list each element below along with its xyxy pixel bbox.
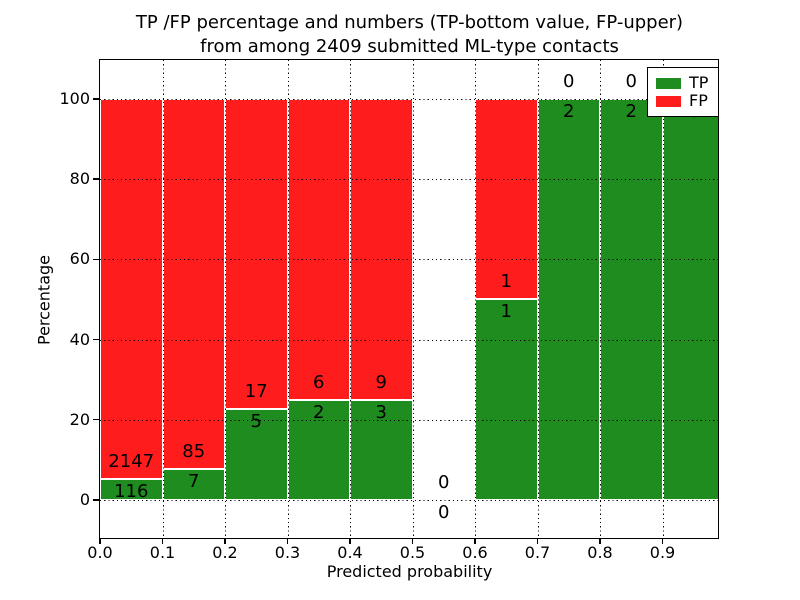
fp-bar-segment bbox=[162, 98, 225, 470]
vertical-gridline bbox=[350, 60, 351, 538]
y-tick-mark bbox=[93, 338, 99, 341]
horizontal-gridline bbox=[100, 98, 718, 100]
fp-value-label: 0 bbox=[438, 471, 450, 493]
x-tick-label: 0.8 bbox=[587, 543, 613, 562]
y-tick-label: 20 bbox=[69, 409, 90, 429]
fp-value-label: 6 bbox=[313, 371, 325, 393]
y-tick-label: 100 bbox=[59, 88, 90, 108]
x-tick-label: 0.3 bbox=[274, 543, 301, 562]
vertical-gridline bbox=[475, 60, 476, 538]
x-tick-mark bbox=[661, 539, 664, 544]
tp-bar-segment bbox=[225, 408, 288, 500]
x-tick-mark bbox=[474, 539, 476, 544]
tp-bar-segment bbox=[537, 98, 600, 500]
legend-tp-swatch bbox=[656, 77, 681, 89]
y-tick-label: 80 bbox=[69, 169, 90, 189]
tp-bar-segment bbox=[600, 98, 663, 500]
tp-bar-segment bbox=[475, 299, 538, 500]
vertical-gridline bbox=[225, 60, 226, 538]
x-tick-label: 0.0 bbox=[87, 543, 113, 562]
y-tick-mark bbox=[93, 499, 99, 501]
y-tick-label: 60 bbox=[69, 249, 90, 269]
horizontal-gridline bbox=[100, 259, 718, 261]
vertical-gridline bbox=[662, 60, 664, 538]
fp-value-label: 85 bbox=[182, 441, 206, 463]
legend-tp-label: TP bbox=[689, 73, 709, 92]
vertical-gridline bbox=[600, 60, 601, 538]
y-tick-mark bbox=[93, 98, 99, 100]
fp-bar-segment bbox=[350, 98, 413, 400]
x-tick-label: 0.6 bbox=[462, 543, 488, 562]
x-axis-label: Predicted probability bbox=[326, 562, 493, 581]
legend-row-fp: FP bbox=[656, 93, 718, 109]
fp-bar-segment bbox=[287, 98, 350, 400]
vertical-gridline bbox=[287, 60, 289, 538]
y-tick-mark bbox=[93, 258, 99, 261]
fp-value-label: 0 bbox=[563, 70, 575, 92]
x-tick-label: 0.7 bbox=[524, 543, 551, 562]
y-tick-label: 0 bbox=[79, 489, 90, 509]
fp-bar-segment bbox=[225, 98, 288, 409]
x-tick-mark bbox=[99, 539, 101, 544]
x-tick-label: 0.5 bbox=[399, 543, 426, 562]
legend-row-tp: TP bbox=[656, 75, 718, 91]
x-tick-label: 0.4 bbox=[337, 543, 363, 562]
vertical-gridline bbox=[162, 60, 164, 538]
y-tick-mark bbox=[93, 178, 99, 180]
legend-fp-label: FP bbox=[689, 91, 708, 110]
tp-value-label: 7 bbox=[188, 471, 200, 493]
x-tick-mark bbox=[161, 539, 164, 544]
x-tick-label: 0.2 bbox=[212, 543, 238, 562]
tp-bar-segment bbox=[287, 399, 350, 500]
tp-value-label: 0 bbox=[438, 501, 450, 523]
x-tick-mark bbox=[599, 539, 601, 544]
tp-value-label: 2 bbox=[563, 100, 575, 122]
fp-value-label: 17 bbox=[244, 380, 268, 402]
chart-title-line2: from among 2409 submitted ML-type contac… bbox=[200, 36, 619, 57]
horizontal-gridline bbox=[100, 339, 718, 341]
fp-value-label: 2147 bbox=[108, 451, 155, 473]
y-tick-mark bbox=[93, 418, 99, 421]
x-tick-mark bbox=[411, 539, 414, 544]
y-tick-label: 40 bbox=[69, 329, 90, 349]
fp-value-label: 1 bbox=[500, 271, 512, 293]
x-tick-mark bbox=[349, 539, 351, 544]
tp-value-label: 5 bbox=[250, 410, 262, 432]
fp-value-label: 0 bbox=[625, 70, 637, 92]
x-tick-label: 0.9 bbox=[649, 543, 676, 562]
tp-bar-segment bbox=[162, 469, 225, 500]
tp-value-label: 1 bbox=[500, 301, 512, 323]
chart-title-line1: TP /FP percentage and numbers (TP-bottom… bbox=[135, 12, 684, 33]
x-tick-mark bbox=[286, 539, 289, 544]
tp-value-label: 2 bbox=[313, 401, 325, 423]
plot-area: TP FP 116214778551726390011202060 bbox=[99, 59, 719, 539]
fp-bar-segment bbox=[475, 98, 538, 300]
tp-value-label: 116 bbox=[114, 481, 149, 503]
tp-bar-segment bbox=[662, 98, 718, 500]
horizontal-gridline bbox=[100, 499, 718, 501]
vertical-gridline bbox=[412, 60, 414, 538]
x-tick-label: 0.1 bbox=[149, 543, 176, 562]
horizontal-gridline bbox=[100, 419, 718, 421]
x-tick-mark bbox=[536, 539, 539, 544]
legend: TP FP bbox=[647, 67, 718, 117]
vertical-gridline bbox=[537, 60, 539, 538]
chart-title: TP /FP percentage and numbers (TP-bottom… bbox=[99, 11, 720, 59]
tp-bar-segment bbox=[100, 479, 163, 500]
legend-fp-swatch bbox=[656, 95, 681, 107]
plot-inner: TP FP 116214778551726390011202060 bbox=[100, 60, 718, 538]
fp-bar-segment bbox=[100, 98, 163, 480]
tp-value-label: 2 bbox=[625, 100, 637, 122]
horizontal-gridline bbox=[100, 179, 718, 181]
tp-value-label: 3 bbox=[375, 401, 387, 423]
x-tick-mark bbox=[224, 539, 226, 544]
fp-value-label: 9 bbox=[375, 371, 387, 393]
